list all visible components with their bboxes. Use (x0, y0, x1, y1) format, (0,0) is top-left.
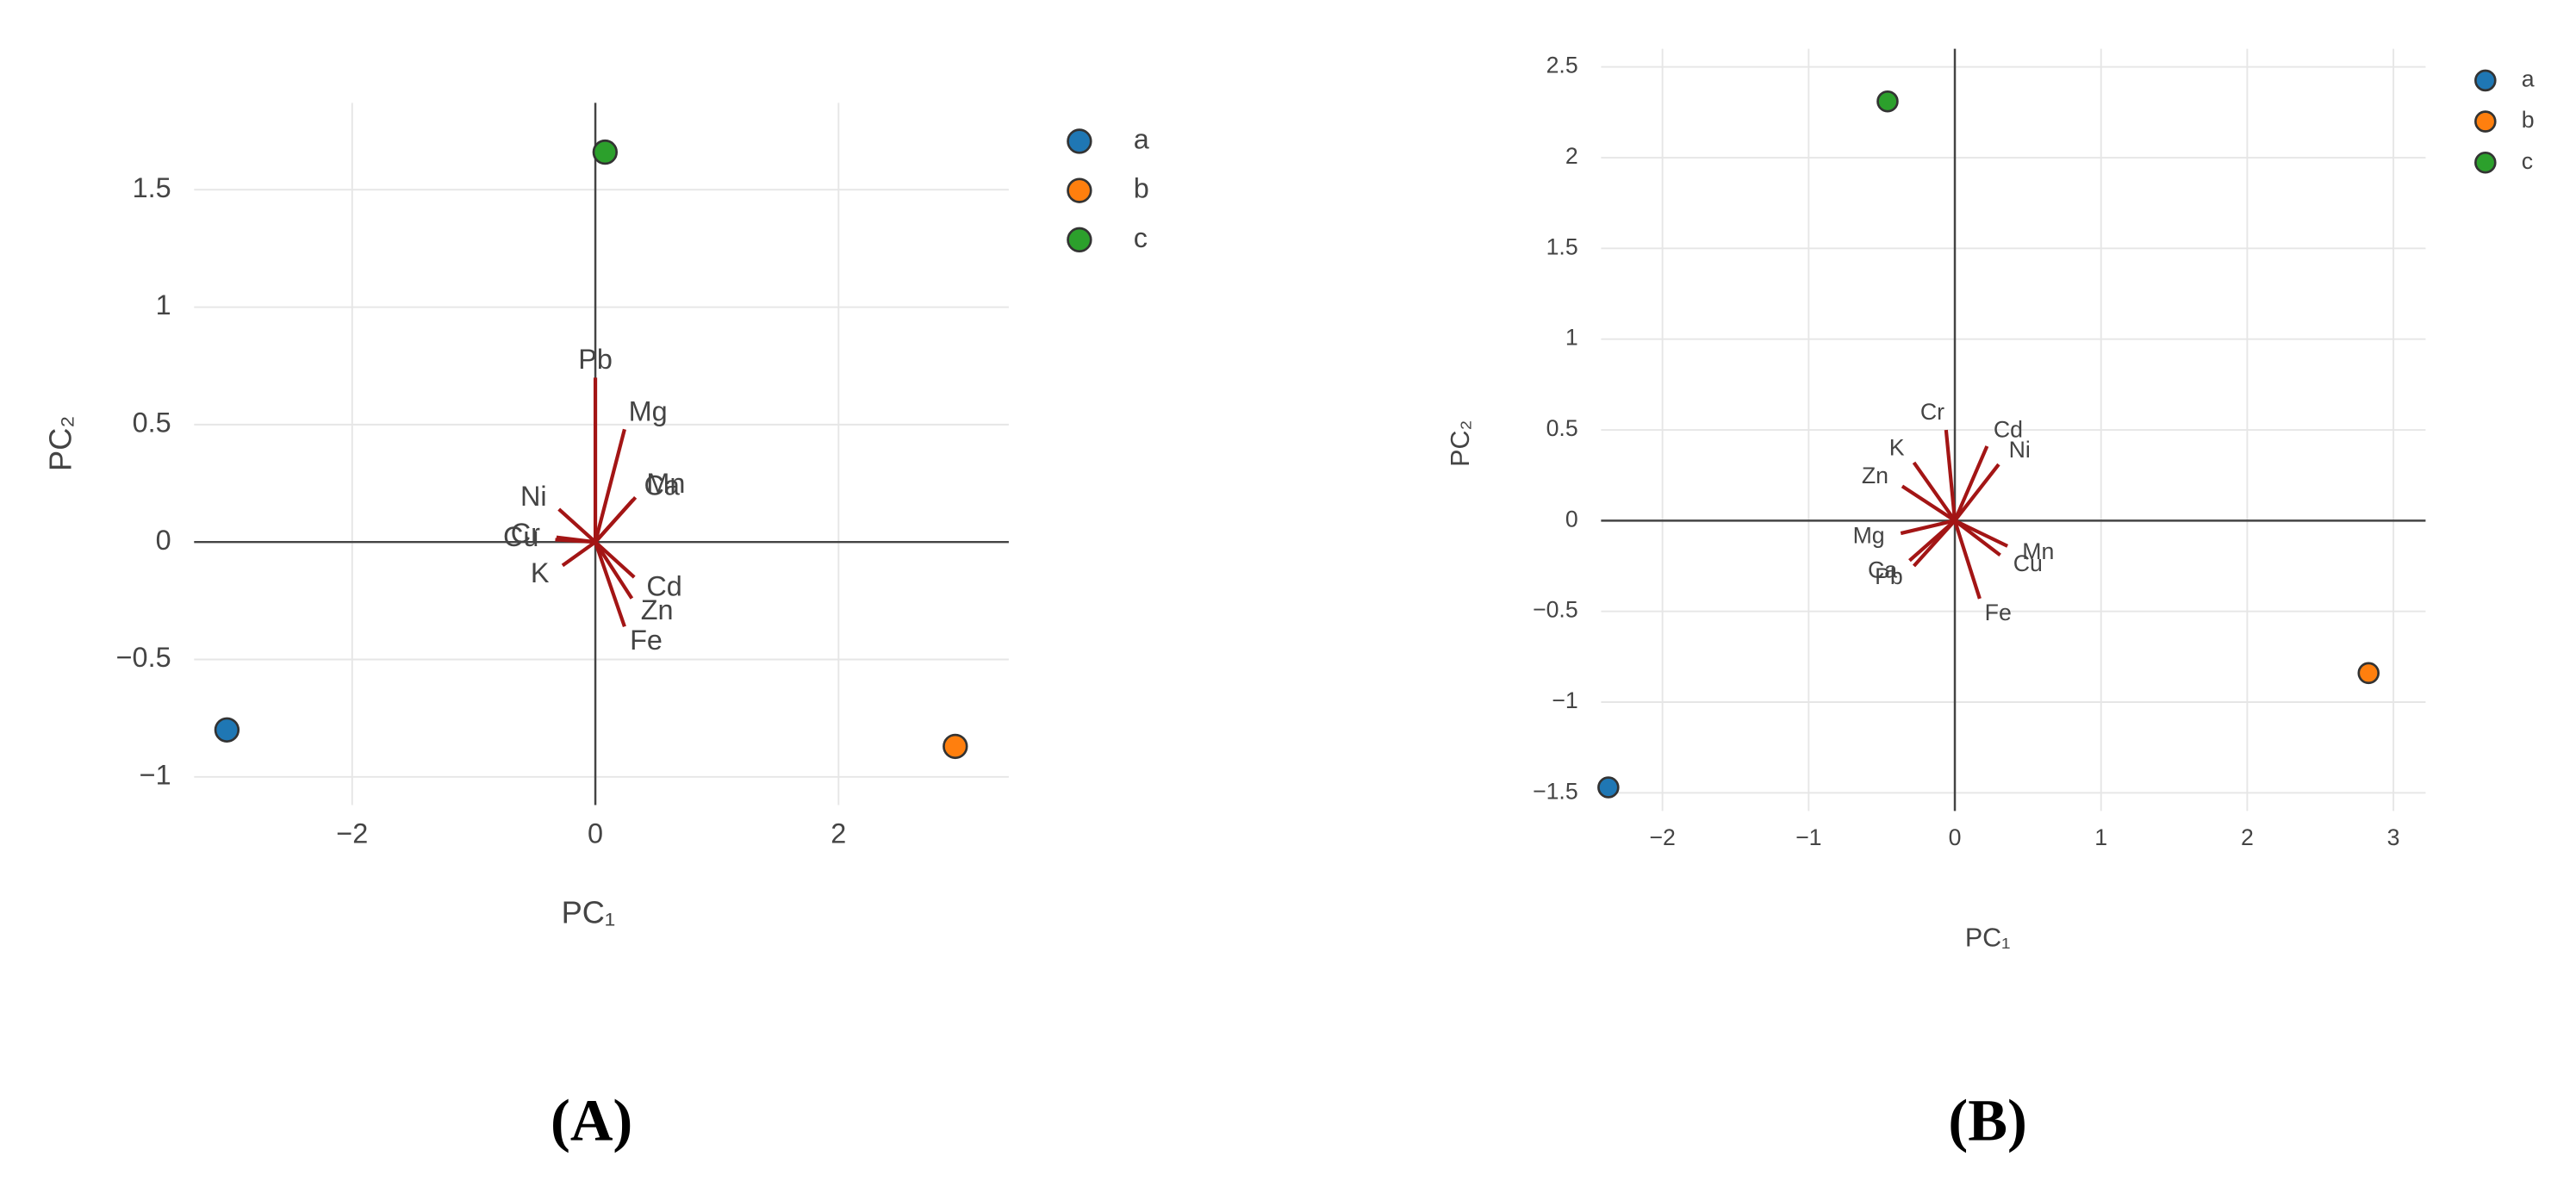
loading-arrow (594, 541, 626, 628)
loading-arrow (1944, 429, 1957, 521)
loading-arrow (1912, 461, 1957, 522)
y-tick-label: −1.5 (1533, 778, 1578, 804)
x-axis-title: PC₁ (1965, 923, 2011, 953)
loading-arrow (1954, 519, 2009, 548)
loading-arrow (1901, 484, 1957, 523)
loading-arrow (557, 507, 597, 544)
loading-label: Fe (630, 625, 663, 656)
y-tick-label: −0.5 (1533, 597, 1578, 623)
x-tick-label: 1 (2094, 824, 2107, 850)
loading-arrow (1900, 519, 1956, 536)
y-tick-label: 0 (156, 525, 171, 556)
loading-label: Ca (1868, 557, 1897, 582)
legend-label: c (2522, 148, 2533, 174)
data-point (943, 733, 968, 760)
panel-label: (B) (1948, 1088, 2026, 1154)
x-tick-label: 2 (831, 818, 846, 849)
loading-label: Mg (629, 395, 668, 426)
y-tick-label: 0 (1565, 506, 1578, 532)
y-tick-label: −1 (140, 759, 171, 790)
legend-marker (2474, 110, 2497, 133)
data-point (1876, 90, 1899, 113)
loading-label: K (531, 557, 550, 588)
loading-label: K (1889, 434, 1905, 460)
y-tick-label: 2 (1565, 143, 1578, 169)
loading-label: Cd (1994, 417, 2023, 443)
loading-label: Mn (2022, 538, 2054, 564)
legend-marker (2474, 69, 2497, 92)
loading-label: Ni (520, 481, 547, 512)
loading-arrow (1912, 519, 1957, 568)
x-tick-label: 0 (1949, 824, 1962, 850)
x-tick-label: −2 (1649, 824, 1675, 850)
loading-label: Cr (1920, 399, 1944, 425)
y-tick-label: 2.5 (1546, 53, 1578, 78)
legend-label: a (1134, 124, 1150, 155)
loading-label: Mn (646, 468, 685, 499)
x-tick-label: 2 (2241, 824, 2254, 850)
y-tick-label: −0.5 (116, 642, 171, 673)
x-tick-label: −2 (336, 818, 368, 849)
loading-arrow (594, 541, 634, 600)
panel-label: (A) (551, 1088, 632, 1154)
loading-arrow (594, 428, 626, 543)
legend-marker (1067, 227, 1092, 253)
loading-label: Cu (2013, 550, 2043, 576)
y-tick-label: 0.5 (133, 407, 171, 438)
y-tick-label: 1.5 (1546, 233, 1578, 259)
y-tick-label: 1.5 (133, 172, 171, 203)
loading-label: Cd (646, 570, 681, 601)
loading-arrow (1953, 445, 1989, 522)
loading-arrow (594, 540, 636, 579)
loading-label: Zn (641, 594, 674, 625)
loading-label: Ca (644, 470, 680, 501)
loading-label: Cr (511, 518, 540, 549)
y-axis-title: PC₂ (42, 416, 78, 471)
x-tick-label: −1 (1795, 824, 1821, 850)
legend-marker (1067, 128, 1092, 154)
y-tick-label: −1 (1552, 687, 1577, 713)
x-axis-title: PC₁ (562, 894, 616, 930)
y-tick-label: 1 (156, 289, 171, 320)
legend-label: b (2522, 107, 2535, 133)
data-point (2357, 662, 2380, 685)
legend-label: a (2522, 65, 2535, 91)
legend-marker (1067, 177, 1092, 203)
loading-arrow (1953, 519, 2001, 557)
loading-arrow (561, 540, 597, 568)
legend-label: b (1134, 173, 1149, 204)
y-axis-title: PC₂ (1446, 420, 1475, 467)
loading-label: Ni (2009, 437, 2031, 463)
loading-label: Zn (1862, 463, 1888, 488)
x-tick-label: 0 (588, 818, 603, 849)
loading-arrow (1953, 463, 2000, 522)
loading-label: Cu (503, 521, 538, 552)
loading-label: Fe (1985, 600, 2012, 625)
y-tick-label: 0.5 (1546, 415, 1578, 441)
loading-label: Pb (578, 344, 613, 375)
loading-label: Pb (1875, 563, 1903, 589)
y-tick-label: 1 (1565, 325, 1578, 351)
loading-arrow (1953, 519, 1982, 600)
loading-arrow (594, 495, 638, 544)
loading-label: Mg (1853, 523, 1885, 549)
legend-marker (2474, 151, 2497, 174)
loading-arrow (555, 538, 596, 544)
legend-label: c (1134, 222, 1148, 253)
x-tick-label: 3 (2387, 824, 2400, 850)
data-point (592, 139, 619, 165)
data-point (214, 717, 240, 743)
data-point (1597, 776, 1620, 799)
